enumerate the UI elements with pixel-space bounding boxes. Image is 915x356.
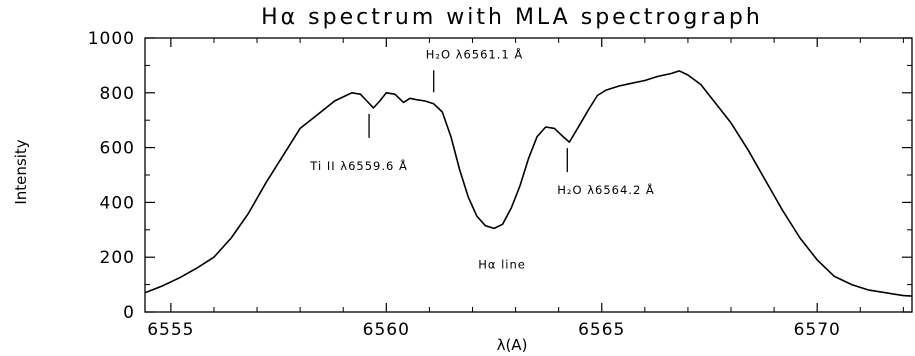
y-tick-label: 800 bbox=[100, 84, 135, 104]
chart-title: Hα spectrum with MLA spectrograph bbox=[261, 5, 763, 30]
x-tick-label: 6555 bbox=[147, 320, 194, 340]
h2o-6561-annotation-label: H₂O λ6561.1 Å bbox=[426, 46, 524, 61]
h2o-6564-annotation-label: H₂O λ6564.2 Å bbox=[557, 182, 655, 197]
h-alpha-annotation-label: Hα line bbox=[478, 257, 526, 271]
x-tick-label: 6560 bbox=[363, 320, 410, 340]
y-axis-label: Intensity bbox=[12, 139, 30, 204]
x-axis-label: λ(A) bbox=[497, 336, 528, 354]
y-tick-label: 200 bbox=[100, 248, 135, 268]
series-layer bbox=[144, 70, 913, 297]
x-tick-label: 6570 bbox=[794, 320, 841, 340]
y-tick-label: 600 bbox=[100, 139, 135, 159]
x-tick-label: 6565 bbox=[578, 320, 625, 340]
spectrum-line bbox=[144, 70, 913, 297]
plot-frame bbox=[144, 37, 913, 313]
y-tick-label: 400 bbox=[100, 193, 135, 213]
y-tick-label: 1000 bbox=[88, 29, 135, 49]
y-tick-label: 0 bbox=[123, 303, 135, 323]
axis-ticks: 6555 6560 6565 6570 0 200 400 600 800 1000 bbox=[88, 29, 912, 340]
ti-ii-annotation-label: Ti II λ6559.6 Å bbox=[309, 158, 408, 173]
annotation-layer: H₂O λ6561.1 Å Ti II λ6559.6 Å H₂O λ6564.2 … bbox=[309, 46, 655, 271]
